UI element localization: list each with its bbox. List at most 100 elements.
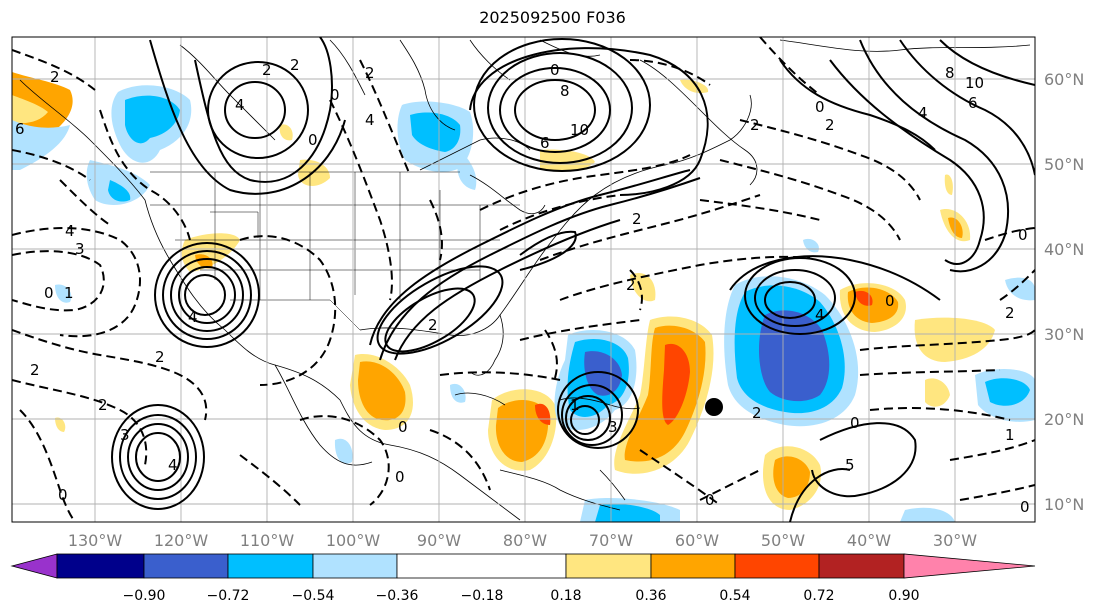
contour-label: 4 [918,104,928,122]
colorbar-bin [818,553,905,579]
colorbar-tick: −0.54 [292,588,335,604]
lon-label: 100°W [326,531,381,550]
contour-label: 0 [550,61,560,79]
dashed-contours [12,37,1035,522]
contour-label: 0 [395,468,405,486]
contour-label: 1 [64,284,74,302]
contour-atlantic-low [764,281,816,319]
contour-label: 0 [308,131,318,149]
lon-label: 120°W [154,531,209,550]
contour-label: 2 [98,396,108,414]
contour-label: 2 [626,276,636,294]
contour-label: 4 [815,306,825,324]
contour-low-baja [184,274,226,316]
lon-label: 70°W [589,531,633,550]
contour-label: 6 [15,120,25,138]
contour-high-canada [224,81,286,139]
contour-label: 0 [885,292,895,310]
contour-label: 5 [845,456,855,474]
contour-label: 3 [608,418,618,436]
contour-low-caribbean [570,405,600,435]
contour-label: 2 [1005,304,1015,322]
contour-label: 8 [945,64,955,82]
colorbar-bin [143,553,229,579]
contour-label: 0 [398,418,408,436]
lat-label: 10°N [1044,495,1084,514]
contour-label: 10 [965,74,984,92]
contour-label: 2 [428,316,438,334]
lon-label: 50°W [761,531,805,550]
coastline-north-america [19,79,521,521]
latitude-axis: 60°N 50°N 40°N 30°N 20°N 10°N [1044,70,1084,514]
political-borders [150,171,520,331]
contour-label: 2 [750,116,760,134]
contour-label: 0 [1018,226,1028,244]
contour-label: 0 [705,491,715,509]
colorbar-tick: 0.54 [719,588,750,604]
colorbar-tick: 0.72 [803,588,834,604]
lon-label: 30°W [933,531,977,550]
contour-label: 2 [155,348,165,366]
colorbar-bin [56,553,145,579]
contour-label: 1 [1005,426,1015,444]
colorbar-tick: 0.36 [635,588,666,604]
lat-label: 20°N [1044,410,1084,429]
contour-label: 4 [235,96,245,114]
contour-label: 4 [168,456,178,474]
contour-low-pacific [135,432,181,482]
contour-label: 6 [968,94,978,112]
contour-label: 0 [1020,498,1030,516]
lat-label: 30°N [1044,325,1084,344]
map-title: 2025092500 F036 [479,8,626,27]
lon-label: 80°W [503,531,547,550]
lon-label: 60°W [675,531,719,550]
colorbar-tick: 0.18 [550,588,581,604]
contour-label: 0 [330,86,340,104]
contour-label: 2 [365,64,375,82]
lat-label: 60°N [1044,70,1084,89]
colorbar-bin [650,553,736,579]
contour-label: 6 [540,134,550,152]
contour-label: 2 [262,61,272,79]
colorbar-tick: −0.72 [207,588,250,604]
colorbar-tick: −0.18 [461,588,504,604]
longitude-axis: 130°W 120°W 110°W 100°W 90°W 80°W 70°W 6… [68,531,977,550]
lon-label: 40°W [847,531,891,550]
colorbar-tick: −0.90 [123,588,166,604]
contour-label: 2 [290,56,300,74]
map-frame [11,36,1036,523]
lat-label: 40°N [1044,240,1084,259]
lon-label: 130°W [68,531,123,550]
colorbar-extend-left [10,553,58,579]
contour-dashed-east-coast [479,154,691,211]
colorbar-bin [312,553,398,579]
shade-orange-nw [12,72,73,143]
contour-label: 0 [815,98,825,116]
contour-label: 2 [825,116,835,134]
contour-label: 10 [570,121,589,139]
contour-high-labrador [514,79,596,141]
contour-label: 3 [120,426,130,444]
contour-labels: 2 4 2 0 2 4 0 8 6 10 8 10 6 4 2 6 4 0 2 … [15,56,1030,516]
contour-label: 0 [44,284,54,302]
contour-dashed-west [12,227,141,338]
shaded-fields [12,72,1035,522]
colorbar-bin [396,553,567,579]
contour-label: 3 [75,240,85,258]
colorbar-extend-right [903,553,1036,579]
contour-label: 0 [58,486,68,504]
contour-label: 4 [188,308,198,326]
colorbar-tick: 0.90 [888,588,919,604]
storm-center-dot [705,398,723,416]
colorbar-tick: −0.36 [376,588,419,604]
solid-contours [111,37,1035,522]
contour-label: 8 [560,82,570,100]
colorbar: −0.90 −0.72 −0.54 −0.36 −0.18 0.18 0.36 … [10,553,1036,604]
contour-label: 4 [365,111,375,129]
contour-south-atlantic [811,422,917,498]
lon-label: 110°W [240,531,295,550]
contour-label: 2 [752,404,762,422]
contour-label: 2 [50,68,60,86]
colorbar-bin [734,553,820,579]
